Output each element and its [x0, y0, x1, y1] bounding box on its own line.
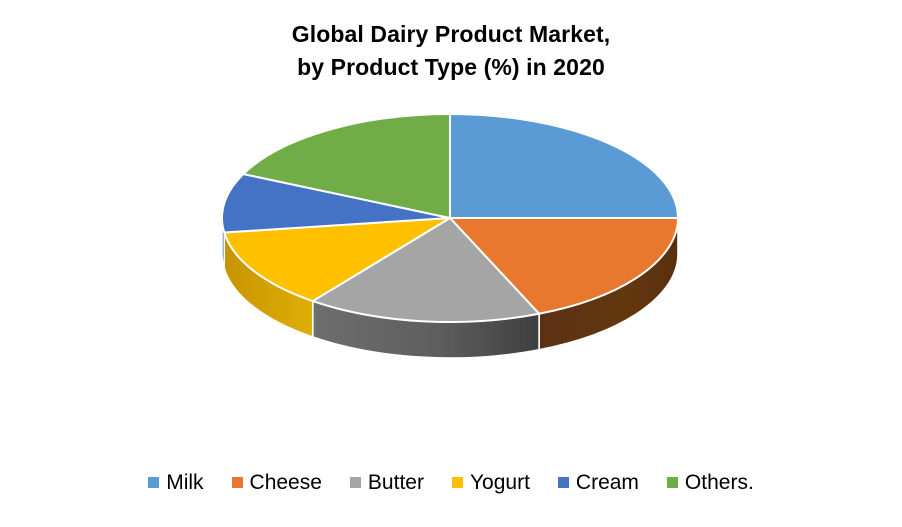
legend-label-milk: Milk [166, 471, 204, 494]
pie-top-slices: Milk: 25%Cheese: 18.6%Butter: 16.7%Yogur… [221, 113, 679, 323]
legend-swatch-butter [349, 477, 361, 488]
pie-slice-yogurt[interactable]: Yogurt: 12.5% [223, 217, 451, 303]
legend-swatch-cheese [231, 477, 243, 488]
legend-item-milk[interactable]: Milk [148, 471, 204, 494]
legend-label-cream: Cream [575, 471, 639, 494]
pie-slice-others[interactable]: Others.: 18% [242, 113, 451, 219]
pie-svg: Milk: 25%Cheese: 18.6%Butter: 16.7%Yogur… [221, 113, 679, 359]
legend-swatch-yogurt [451, 477, 463, 488]
legend-swatch-others [666, 477, 678, 488]
legend-item-others[interactable]: Others. [666, 471, 754, 494]
pie-slice-cheese[interactable]: Cheese: 18.6% [449, 217, 679, 315]
legend-swatch-milk [148, 477, 160, 488]
legend-swatch-cream [557, 477, 569, 488]
chart-legend: Milk Cheese Butter Yogurt Cream Others. [0, 472, 902, 493]
legend-label-others: Others. [684, 471, 754, 494]
legend-item-butter[interactable]: Butter [349, 471, 424, 494]
chart-title-line-2: by Product Type (%) in 2020 [297, 53, 605, 80]
pie-slice-butter[interactable]: Butter: 16.7% [311, 217, 541, 323]
chart-title-line-1: Global Dairy Product Market, [291, 21, 611, 47]
pie-plot-area: Milk: 25%Cheese: 18.6%Butter: 16.7%Yogur… [0, 100, 902, 410]
legend-label-cheese: Cheese [249, 471, 322, 494]
chart-title: Global Dairy Product Market, by Product … [0, 18, 902, 83]
legend-label-yogurt: Yogurt [469, 471, 530, 494]
pie-slice-milk[interactable]: Milk: 25% [449, 113, 679, 219]
legend-item-cream[interactable]: Cream [557, 471, 639, 494]
legend-item-yogurt[interactable]: Yogurt [451, 471, 530, 494]
pie-slice-cream[interactable]: Cream: 9.2% [221, 173, 451, 234]
legend-label-butter: Butter [367, 471, 424, 494]
legend-item-cheese[interactable]: Cheese [231, 471, 322, 494]
